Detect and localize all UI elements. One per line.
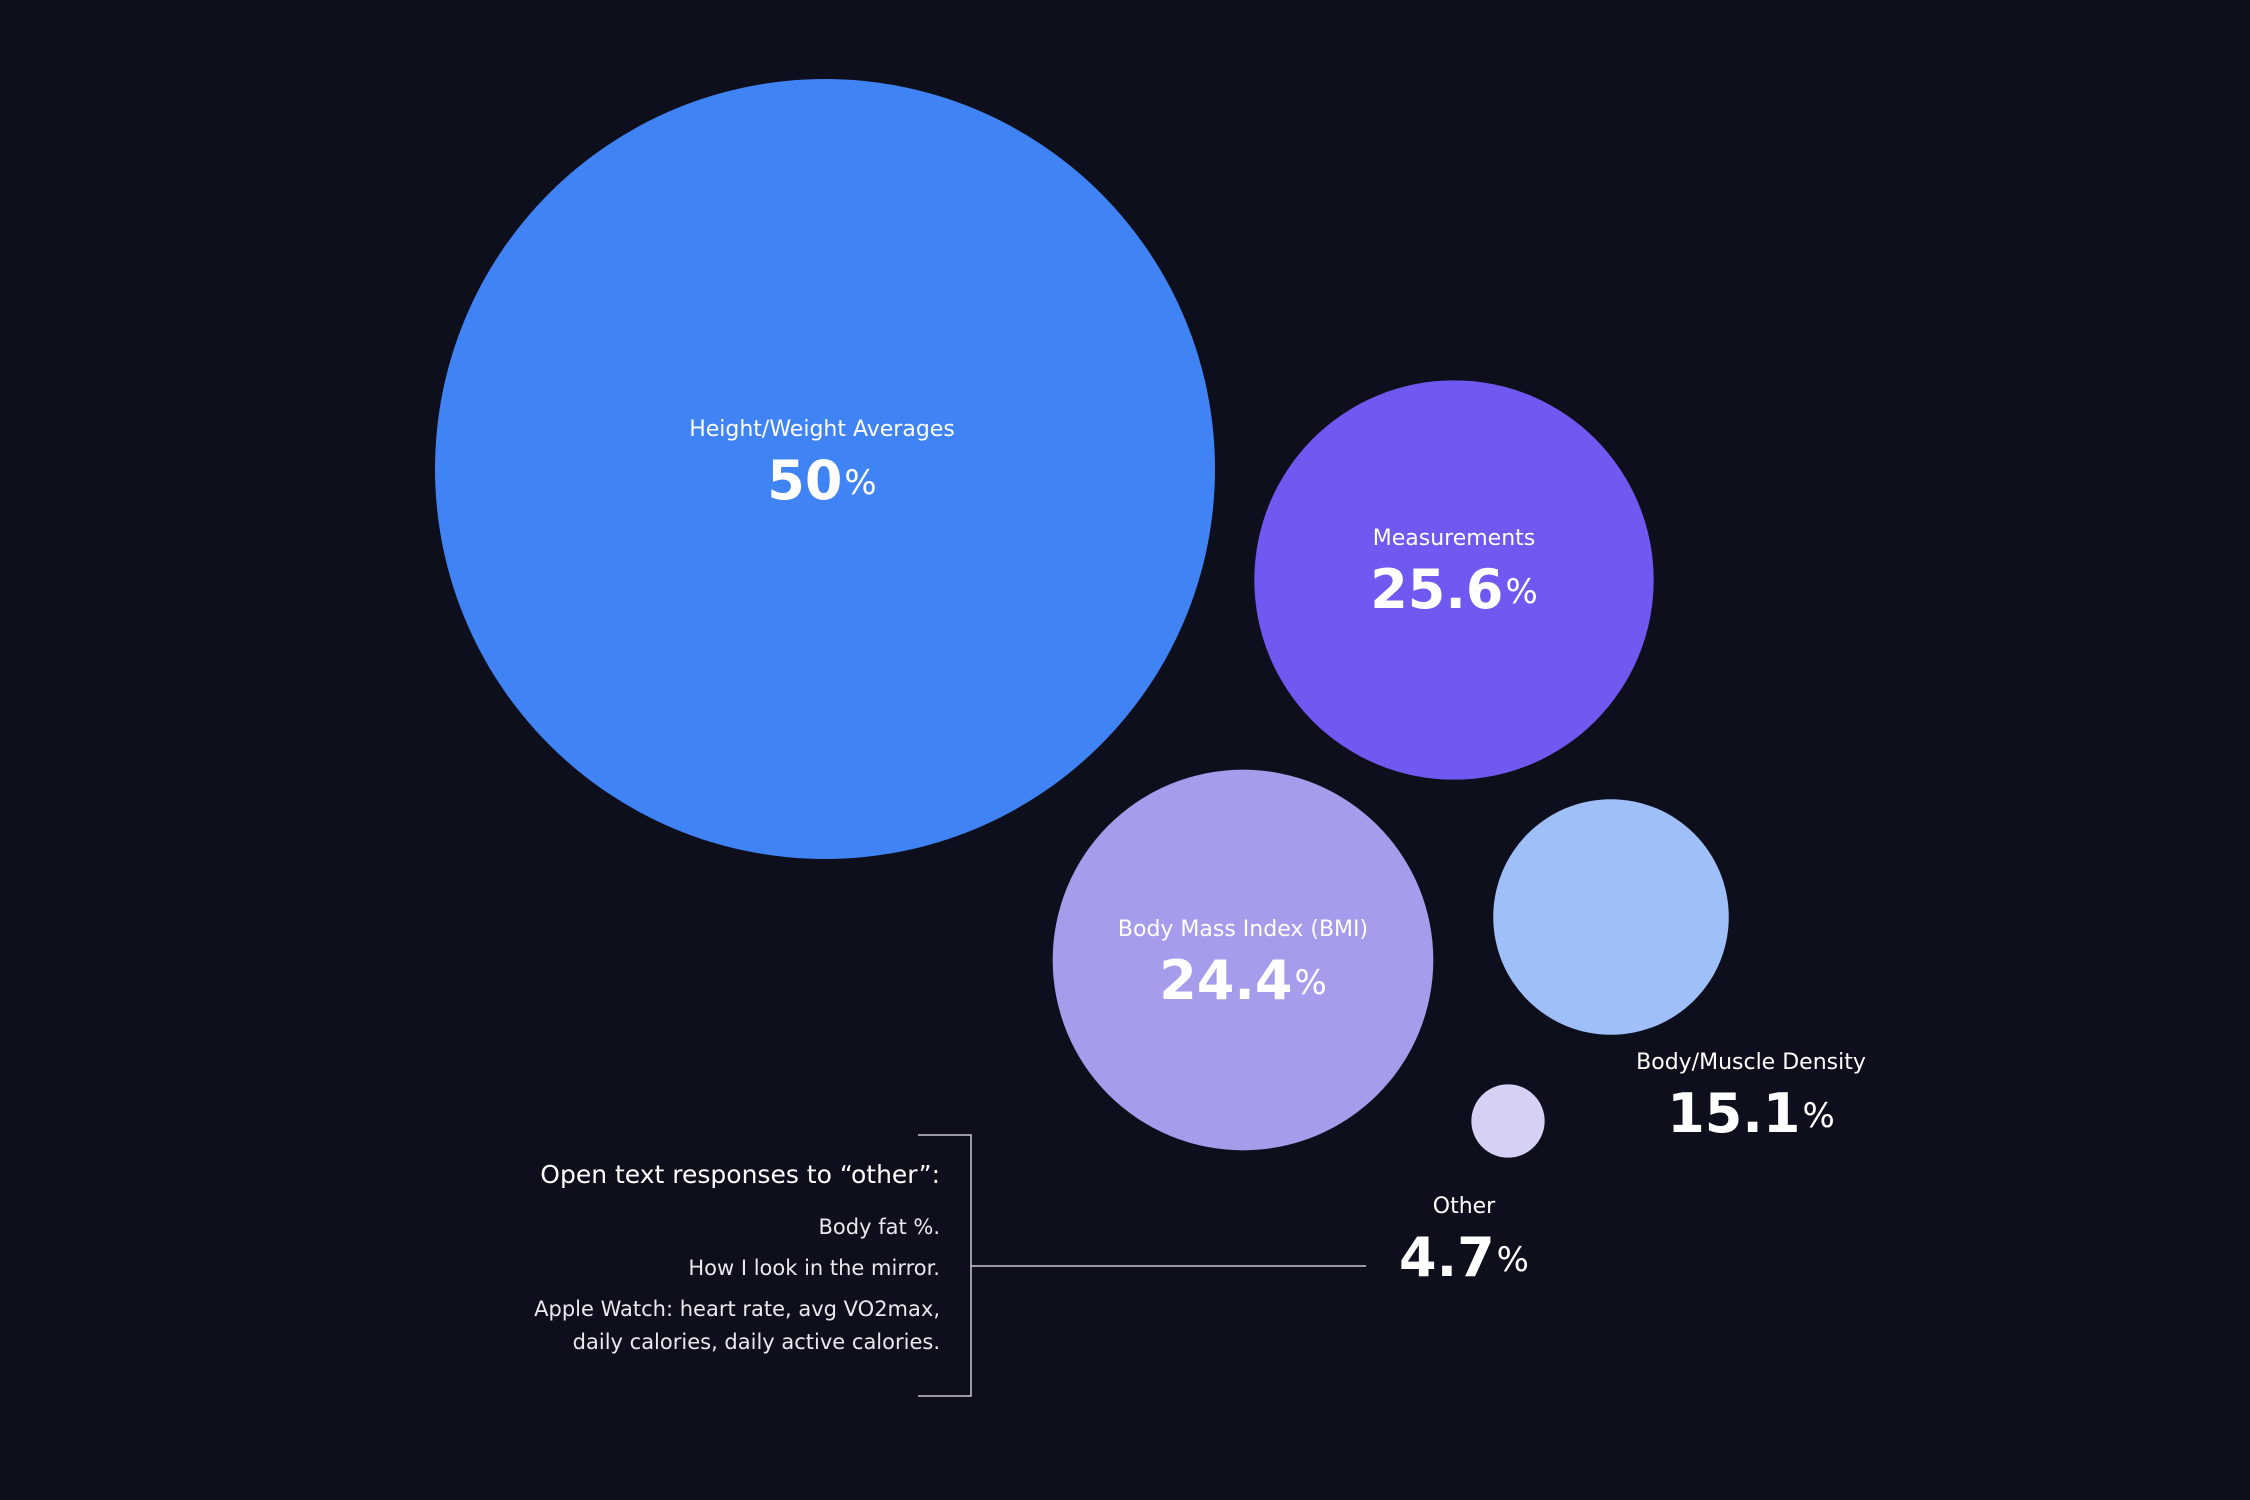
annotation-item: Body fat %.	[818, 1215, 941, 1239]
annotation-item: How I look in the mirror.	[688, 1256, 940, 1280]
unit: %	[1497, 1240, 1529, 1280]
unit: %	[1802, 1096, 1834, 1136]
annotation-bracket	[918, 1134, 1366, 1397]
value-label: 50%	[767, 449, 876, 512]
bubble	[1493, 799, 1729, 1035]
value-label: 4.7%	[1399, 1226, 1529, 1289]
bubble	[1254, 380, 1654, 780]
bubble	[1052, 769, 1434, 1151]
value: 24.4	[1159, 949, 1292, 1012]
annotation-title: Open text responses to “other”:	[540, 1160, 940, 1189]
annotation-item: Apple Watch: heart rate, avg VO2max, dai…	[534, 1297, 940, 1354]
value: 50	[767, 449, 842, 512]
category-label: Other	[1433, 1194, 1496, 1219]
value: 25.6	[1370, 558, 1503, 621]
annotation: Open text responses to “other”: Body fat…	[440, 1160, 940, 1367]
value: 15.1	[1667, 1082, 1800, 1145]
value-label: 25.6%	[1370, 558, 1538, 621]
bubble	[435, 79, 1215, 859]
category-label: Measurements	[1373, 526, 1536, 551]
unit: %	[844, 463, 876, 503]
category-label: Height/Weight Averages	[689, 417, 955, 442]
value-label: 15.1%	[1667, 1082, 1835, 1145]
value: 4.7	[1399, 1226, 1495, 1289]
category-label: Body/Muscle Density	[1636, 1050, 1866, 1075]
bubble	[1471, 1084, 1545, 1158]
unit: %	[1294, 963, 1326, 1003]
unit: %	[1505, 572, 1537, 612]
value-label: 24.4%	[1159, 949, 1327, 1012]
category-label: Body Mass Index (BMI)	[1118, 917, 1368, 942]
